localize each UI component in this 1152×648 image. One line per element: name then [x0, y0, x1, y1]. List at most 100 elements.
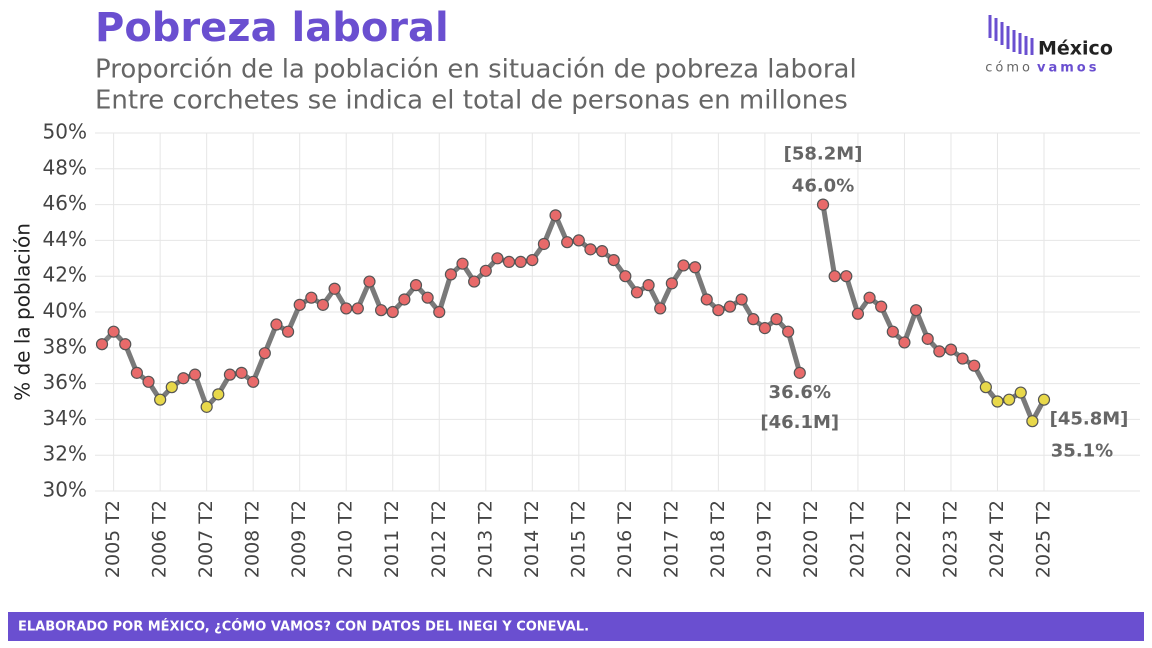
point: [909, 304, 923, 317]
footer-bar: [8, 612, 1144, 641]
x-tick-label: 2017 T2: [660, 500, 682, 578]
y-tick-label: 34%: [43, 406, 87, 430]
x-tick-label: 2007 T2: [195, 500, 217, 578]
x-tick-label: 2016 T2: [614, 500, 636, 578]
y-tick-label: 48%: [43, 155, 87, 179]
point: [188, 368, 202, 381]
point: [561, 236, 574, 249]
point: [316, 298, 330, 311]
point: [281, 325, 295, 338]
x-tick-label: 2006 T2: [149, 500, 171, 578]
y-tick-label: 42%: [43, 263, 87, 287]
y-tick-label: 46%: [43, 191, 87, 215]
y-axis-label: % de la población: [11, 223, 35, 401]
point: [421, 291, 434, 304]
point: [712, 304, 725, 317]
point: [247, 375, 260, 388]
data-label: 46.0%: [792, 176, 854, 197]
point: [921, 332, 934, 345]
point: [305, 291, 318, 304]
point: [816, 198, 830, 211]
point: [142, 375, 155, 388]
y-tick-label: 44%: [43, 227, 87, 251]
point: [340, 302, 353, 315]
point: [630, 286, 644, 299]
point: [654, 302, 667, 315]
x-tick-label: 2008 T2: [242, 500, 264, 578]
y-tick-label: 30%: [43, 478, 87, 502]
point: [863, 291, 876, 304]
point: [619, 270, 632, 283]
point: [642, 279, 655, 292]
point: [700, 293, 713, 306]
point: [886, 325, 899, 338]
point: [851, 307, 865, 320]
point: [409, 279, 423, 292]
x-tick-label: 2010 T2: [335, 500, 357, 578]
people-label: [45.8M]: [1050, 409, 1129, 430]
chart-subtitle: Entre corchetes se indica el total de pe…: [95, 86, 848, 116]
point: [840, 270, 853, 283]
point: [223, 368, 237, 381]
x-tick-label: 2018 T2: [707, 500, 729, 578]
point: [991, 395, 1004, 408]
y-tick-label: 50%: [43, 120, 87, 144]
point: [130, 366, 143, 379]
point: [607, 253, 620, 267]
logo: México cómo vamos: [985, 15, 1113, 76]
point: [235, 366, 248, 379]
y-tick-label: 40%: [43, 299, 87, 323]
point: [375, 304, 388, 317]
source-note: ELABORADO POR MÉXICO, ¿CÓMO VAMOS? CON D…: [18, 619, 589, 635]
point: [351, 302, 364, 315]
point: [793, 366, 806, 379]
x-tick-label: 2021 T2: [846, 500, 868, 578]
point: [328, 282, 341, 295]
point: [549, 209, 562, 222]
point: [165, 381, 178, 394]
logo-text: cómo: [985, 61, 1033, 76]
x-tick-label: 2025 T2: [1033, 500, 1055, 578]
x-tick-label: 2013 T2: [474, 500, 496, 578]
point: [468, 275, 481, 288]
point: [735, 293, 748, 306]
point: [968, 359, 981, 372]
point: [956, 352, 969, 365]
x-tick-label: 2014 T2: [521, 500, 543, 578]
x-tick-label: 2011 T2: [381, 500, 403, 578]
people-label: [46.1M]: [760, 412, 839, 433]
point: [1014, 386, 1027, 399]
point: [270, 318, 283, 331]
point: [875, 300, 888, 313]
point: [689, 261, 702, 274]
point: [944, 343, 958, 356]
x-tick-label: 2005 T2: [102, 500, 124, 578]
people-label: [58.2M]: [784, 144, 863, 165]
x-tick-label: 2012 T2: [428, 500, 450, 578]
logo-text: vamos: [1037, 61, 1099, 76]
point: [491, 252, 504, 265]
point: [95, 338, 109, 351]
series-line: [100, 204, 1047, 424]
point: [456, 257, 469, 270]
point: [723, 300, 737, 313]
point: [154, 393, 167, 406]
logo-brand: México: [1038, 38, 1113, 60]
point: [933, 345, 946, 358]
point: [677, 259, 690, 272]
point: [514, 255, 527, 268]
y-tick-label: 36%: [43, 370, 87, 394]
point: [537, 237, 551, 251]
x-tick-label: 2019 T2: [753, 500, 775, 578]
point: [747, 313, 760, 326]
chart-subtitle: Proporción de la población en situación …: [95, 55, 857, 85]
point: [444, 268, 457, 281]
point: [502, 255, 516, 268]
point: [433, 305, 446, 319]
x-tick-label: 2024 T2: [986, 500, 1008, 578]
data-label: 36.6%: [769, 382, 831, 403]
x-tick-label: 2015 T2: [567, 500, 589, 578]
point: [758, 322, 771, 335]
